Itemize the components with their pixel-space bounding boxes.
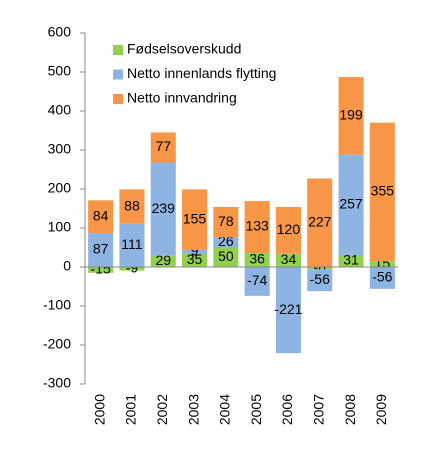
x-tick-label: 2001: [123, 394, 139, 425]
y-tick-label: -100: [43, 297, 71, 313]
bar-segment: [150, 255, 176, 267]
bar-segment: [307, 178, 333, 267]
bar-segment: [182, 189, 208, 250]
data-label: 50: [218, 248, 234, 264]
data-label: 36: [249, 251, 265, 267]
y-tick-label: 100: [48, 219, 72, 235]
data-label: 155: [183, 210, 207, 226]
y-tick-label: 400: [48, 102, 72, 118]
bar-segment: [307, 267, 333, 270]
data-label: 199: [339, 107, 363, 123]
x-tick-label: 2005: [248, 394, 264, 425]
bar-segment: [338, 77, 364, 155]
y-tick-label: -300: [43, 375, 71, 391]
bar-segment: [119, 189, 145, 224]
data-label: 9: [191, 242, 199, 258]
data-label: -56: [310, 271, 330, 287]
data-label: 84: [93, 207, 109, 223]
x-tick-label: 2002: [154, 394, 170, 425]
legend-label: Fødselsoverskudd: [127, 41, 241, 57]
bar-segment: [150, 162, 176, 256]
x-tick-label: 2009: [373, 394, 389, 425]
x-tick-label: 2000: [91, 394, 107, 425]
bar-segment: [213, 237, 239, 248]
data-label: 257: [339, 195, 363, 211]
data-label: 35: [187, 251, 203, 267]
bar-segment: [88, 267, 114, 273]
data-label: -221: [274, 301, 302, 317]
bar-segment: [369, 267, 395, 289]
bar-segment: [275, 267, 301, 354]
data-label: 31: [343, 252, 359, 268]
data-label: 120: [277, 221, 301, 237]
bar-segment: [338, 254, 364, 267]
bar-segment: [275, 253, 301, 267]
y-tick-label: 0: [63, 258, 71, 274]
x-tick-label: 2004: [217, 394, 233, 425]
bar-segment: [244, 252, 270, 267]
legend-label: Netto innenlands flytting: [127, 65, 276, 81]
y-tick-label: 200: [48, 180, 72, 196]
bar-segment: [182, 253, 208, 267]
bar-segment: [213, 206, 239, 238]
bar-segment: [369, 261, 395, 267]
legend-swatch: [113, 69, 123, 80]
data-label: 355: [371, 183, 395, 199]
bar-segment: [119, 223, 145, 267]
bar-segment: [182, 249, 208, 254]
legend-swatch: [113, 94, 123, 104]
bar-segment: [307, 269, 333, 292]
y-tick-label: 500: [48, 63, 72, 79]
y-tick-label: 300: [48, 141, 72, 157]
data-label: 88: [124, 197, 140, 213]
bar-segment: [275, 206, 301, 254]
data-label: 78: [218, 213, 234, 229]
bar-segment: [119, 267, 145, 271]
legend-label: Netto innvandring: [127, 90, 237, 106]
data-label: 77: [155, 138, 171, 154]
data-label: 239: [152, 200, 176, 216]
x-tick-label: 2007: [310, 394, 326, 425]
x-tick-label: 2008: [342, 394, 358, 425]
bar-segment: [150, 132, 176, 163]
data-label: 227: [308, 213, 332, 229]
bar-segment: [213, 247, 239, 267]
data-label: -56: [372, 269, 392, 285]
data-label: 87: [93, 241, 109, 257]
bar-segment: [88, 200, 114, 234]
bar-segment: [244, 201, 270, 253]
y-tick-label: 600: [48, 24, 72, 40]
bar-segment: [369, 122, 395, 262]
data-label: 34: [281, 251, 297, 267]
legend-swatch: [113, 45, 123, 55]
data-label: -74: [247, 272, 267, 288]
bar-segment: [244, 267, 270, 296]
data-label: 29: [155, 252, 171, 268]
bar-segment: [88, 233, 114, 267]
data-label: 111: [121, 236, 142, 252]
x-tick-label: 2006: [279, 394, 295, 425]
data-label: 133: [245, 218, 269, 234]
y-tick-label: -200: [43, 336, 71, 352]
x-tick-label: 2003: [185, 394, 201, 425]
bar-segment: [338, 154, 364, 255]
